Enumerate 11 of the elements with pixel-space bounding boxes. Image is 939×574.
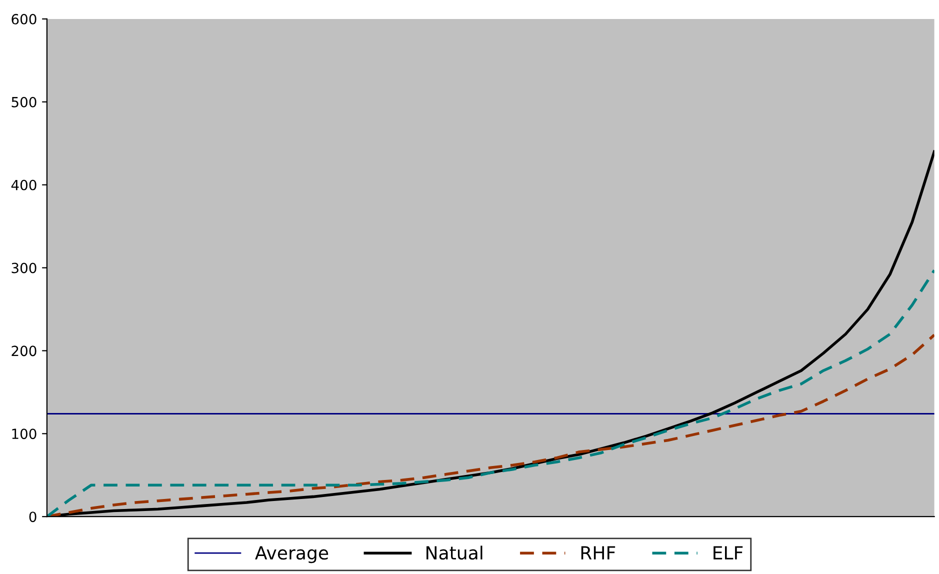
legend-label: Average bbox=[255, 546, 328, 564]
y-tick-label: 400 bbox=[11, 180, 36, 190]
y-tick-label: 200 bbox=[12, 346, 36, 356]
y-tick-label: 500 bbox=[12, 96, 36, 108]
y-tick-label: 300 bbox=[12, 262, 36, 274]
legend-label: ELF bbox=[714, 546, 743, 560]
y-tick-label: 0 bbox=[29, 512, 36, 522]
legend-label: RHF bbox=[581, 546, 616, 560]
legend-label: Natual bbox=[426, 546, 482, 560]
y-tick-label: 100 bbox=[12, 428, 36, 440]
y-tick-label: 600 bbox=[12, 14, 36, 24]
